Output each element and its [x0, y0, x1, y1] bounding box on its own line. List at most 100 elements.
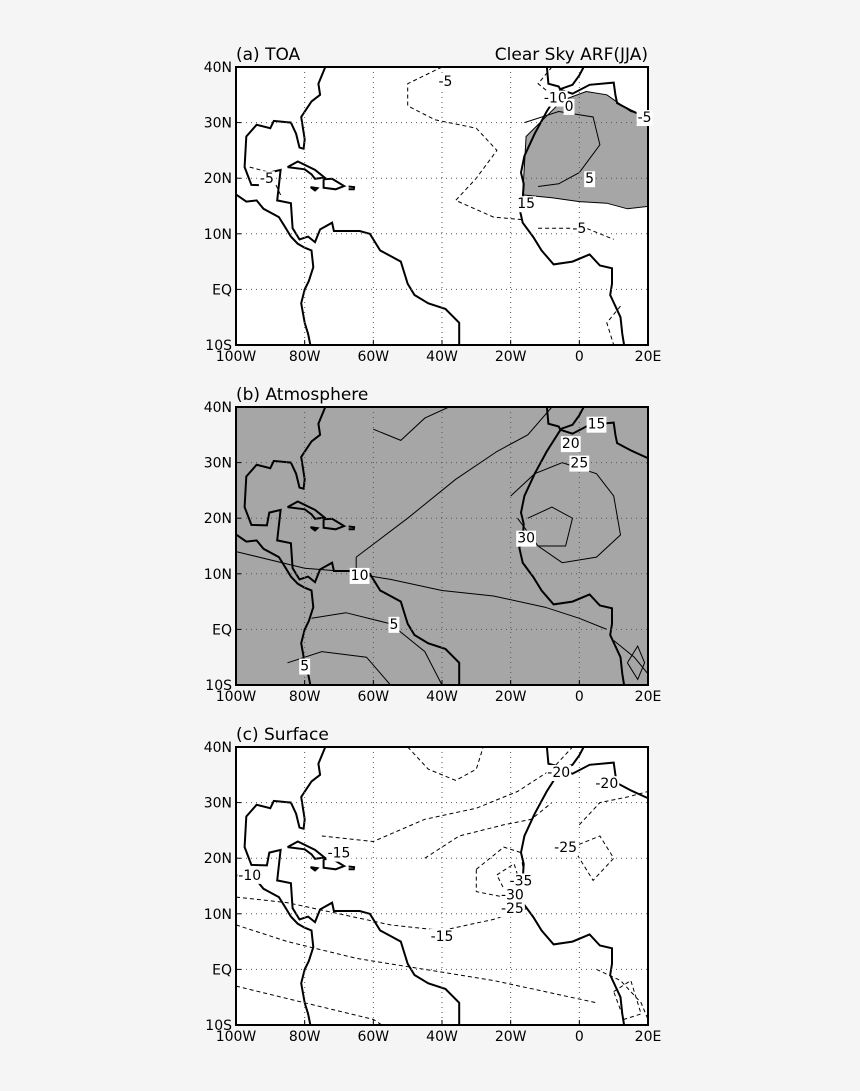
coastline — [518, 769, 626, 1025]
x-tick-label: 60W — [357, 1029, 389, 1045]
y-tick-label: 30N — [204, 796, 232, 812]
coastline — [287, 500, 328, 520]
contour-line — [236, 985, 383, 1025]
x-tick-label: 80W — [289, 1029, 321, 1045]
map-panel: 100W 80W 60W 40W 20W 0 20E 10S EQ 10N 20N 30N 40N -5 -… — [204, 45, 662, 365]
y-tick-label: 10S — [205, 338, 232, 354]
y-tick-label: 20N — [204, 171, 232, 187]
x-tick-label: 40W — [426, 349, 458, 365]
panel-subtitle: Clear Sky ARF(JJA) — [495, 45, 648, 65]
contour-line — [524, 110, 601, 187]
contour-line — [407, 747, 484, 781]
label-background — [516, 196, 537, 213]
label-background — [499, 901, 525, 918]
contour-line — [236, 896, 528, 932]
y-tick-label: 10N — [204, 567, 232, 583]
label-background — [584, 171, 596, 188]
coastline — [287, 840, 328, 860]
contour-line — [510, 462, 622, 564]
map-frame — [235, 746, 649, 1026]
y-tick-label: 10S — [205, 678, 232, 694]
x-tick-label: 0 — [575, 1029, 584, 1045]
y-tick-label: 30N — [204, 456, 232, 472]
contour-line — [407, 67, 525, 221]
contour-line — [572, 835, 615, 882]
contour-label: -15 — [328, 846, 351, 862]
shaded-region — [236, 407, 648, 685]
label-background — [560, 436, 581, 453]
contour-label: -5 — [638, 110, 652, 126]
contour-line — [613, 640, 648, 675]
coastline — [348, 525, 356, 531]
contour-label: -30 — [501, 887, 524, 903]
label-background — [553, 840, 579, 857]
coastline — [243, 747, 461, 1025]
label-background — [563, 98, 575, 115]
label-background — [594, 776, 620, 793]
y-tick-label: 10S — [205, 1018, 232, 1034]
label-background — [569, 455, 590, 472]
contour-label: -35 — [510, 873, 533, 889]
x-tick-label: 80W — [289, 349, 321, 365]
contour-label: -15 — [431, 929, 454, 945]
contour-line — [537, 67, 573, 104]
map-panel: 100W 80W 60W 40W 20W 0 20E 10S EQ 10N 20N 30N 40N -20… — [204, 725, 662, 1045]
label-background — [299, 658, 311, 675]
map-frame — [235, 406, 649, 686]
coastline — [545, 407, 648, 431]
contour-line — [475, 846, 525, 898]
label-background — [636, 110, 653, 127]
x-tick-label: 60W — [357, 349, 389, 365]
x-tick-label: 20W — [495, 349, 527, 365]
label-background — [571, 221, 588, 238]
contour-label: -5 — [438, 74, 452, 90]
x-tick-label: 60W — [357, 689, 389, 705]
y-tick-label: 20N — [204, 851, 232, 867]
contour-label: -10 — [544, 91, 567, 107]
contour-line — [527, 506, 574, 547]
panel-title: (c) Surface — [236, 725, 329, 745]
x-tick-label: 40W — [426, 689, 458, 705]
label-background — [237, 867, 263, 884]
contour-line — [355, 407, 553, 558]
label-background — [499, 887, 525, 904]
contour-label: -10 — [238, 868, 261, 884]
y-tick-label: 10N — [204, 227, 232, 243]
contour-label: 30 — [517, 531, 535, 547]
x-tick-label: 100W — [216, 349, 257, 365]
coastline — [560, 761, 648, 800]
contour-label: -25 — [554, 840, 577, 856]
coastline — [518, 429, 626, 685]
contour-label: -20 — [595, 776, 618, 792]
coastline — [518, 89, 626, 345]
contour-label: 20 — [562, 436, 580, 452]
map-content — [236, 747, 648, 1025]
x-tick-label: 20W — [495, 689, 527, 705]
contour-line — [596, 968, 648, 1020]
coastline — [348, 865, 356, 871]
contour-label: 15 — [588, 417, 606, 433]
contour-line — [236, 551, 340, 572]
x-tick-label: 20W — [495, 1029, 527, 1045]
contour-label: 15 — [517, 196, 535, 212]
coastline — [309, 866, 320, 872]
x-tick-label: 100W — [216, 689, 257, 705]
y-tick-label: 10N — [204, 907, 232, 923]
contour-label: 5 — [300, 659, 309, 675]
contour-line — [606, 305, 621, 345]
map-background — [236, 747, 648, 1025]
coastline — [545, 67, 648, 91]
label-background — [258, 171, 275, 188]
contour-label: 5 — [585, 171, 594, 187]
label-background — [586, 416, 607, 433]
contour-label: -25 — [501, 901, 524, 917]
coastline — [545, 747, 648, 771]
coastline — [348, 185, 356, 191]
contour-label: 0 — [565, 99, 574, 115]
label-background — [437, 73, 454, 90]
coastline — [322, 517, 347, 531]
label-background — [326, 845, 352, 862]
map-frame — [235, 66, 649, 346]
y-tick-label: 40N — [204, 400, 232, 416]
